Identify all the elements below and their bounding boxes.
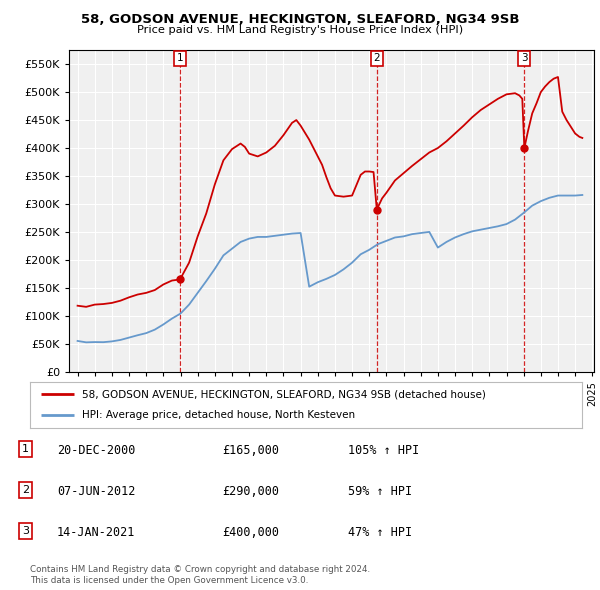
Text: Price paid vs. HM Land Registry's House Price Index (HPI): Price paid vs. HM Land Registry's House … [137,25,463,35]
Text: HPI: Average price, detached house, North Kesteven: HPI: Average price, detached house, Nort… [82,410,356,420]
Text: £165,000: £165,000 [222,444,279,457]
Text: 20-DEC-2000: 20-DEC-2000 [57,444,136,457]
Text: 47% ↑ HPI: 47% ↑ HPI [348,526,412,539]
Text: 1: 1 [22,444,29,454]
Text: 07-JUN-2012: 07-JUN-2012 [57,485,136,498]
Text: 2: 2 [22,485,29,495]
Text: 14-JAN-2021: 14-JAN-2021 [57,526,136,539]
Text: £400,000: £400,000 [222,526,279,539]
Text: 105% ↑ HPI: 105% ↑ HPI [348,444,419,457]
Text: 59% ↑ HPI: 59% ↑ HPI [348,485,412,498]
Text: 3: 3 [521,53,527,63]
Text: 58, GODSON AVENUE, HECKINGTON, SLEAFORD, NG34 9SB (detached house): 58, GODSON AVENUE, HECKINGTON, SLEAFORD,… [82,389,487,399]
Text: Contains HM Land Registry data © Crown copyright and database right 2024.: Contains HM Land Registry data © Crown c… [30,565,370,574]
Text: 1: 1 [176,53,184,63]
Text: 58, GODSON AVENUE, HECKINGTON, SLEAFORD, NG34 9SB: 58, GODSON AVENUE, HECKINGTON, SLEAFORD,… [81,13,519,26]
Text: 3: 3 [22,526,29,536]
Text: This data is licensed under the Open Government Licence v3.0.: This data is licensed under the Open Gov… [30,576,308,585]
Text: 2: 2 [373,53,380,63]
Text: £290,000: £290,000 [222,485,279,498]
